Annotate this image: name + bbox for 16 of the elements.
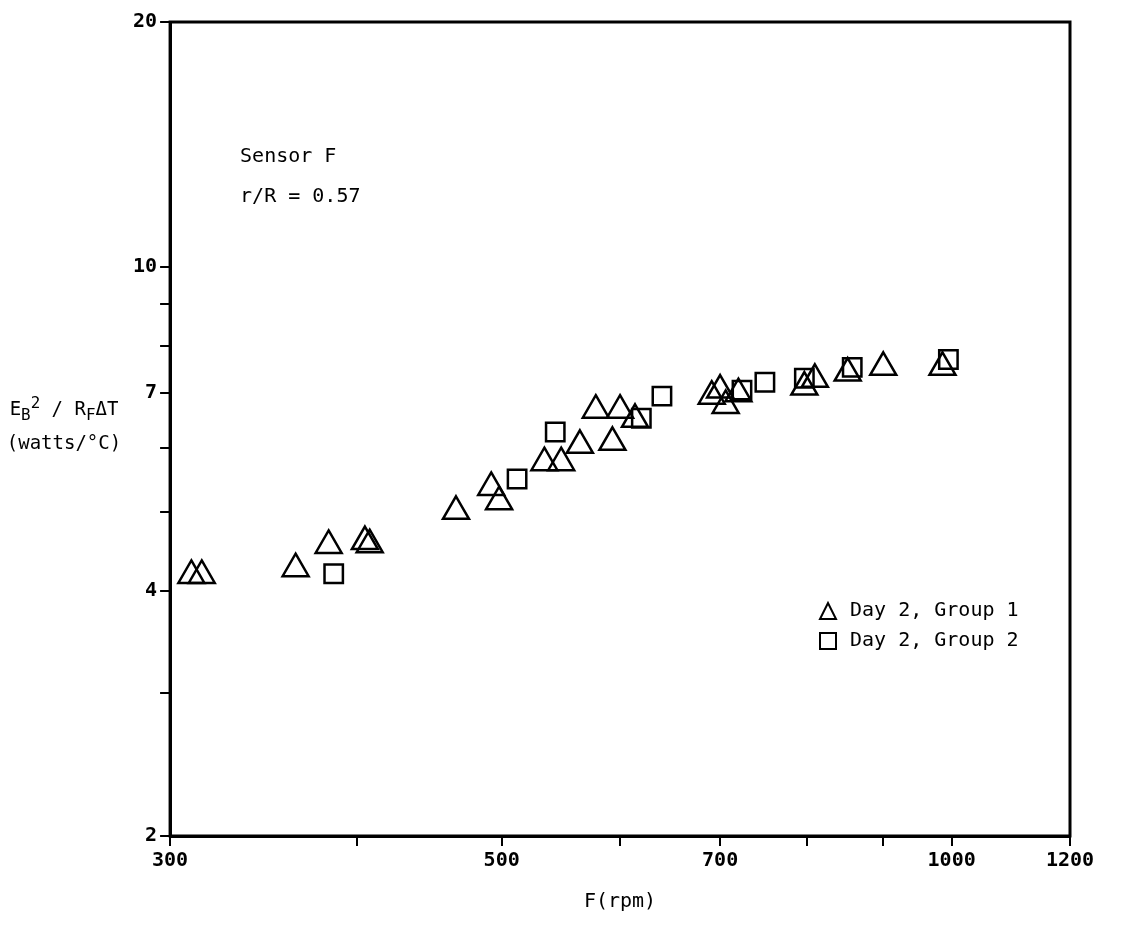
y-tick-label: 20	[132, 8, 158, 33]
y-tick-label: 4	[145, 577, 158, 602]
y-tick-label: 2	[145, 822, 158, 847]
x-tick-label: 500	[483, 847, 520, 872]
x-tick-label: 700	[702, 847, 739, 872]
x-tick-label: 1000	[927, 847, 976, 872]
annotation: Sensor F	[240, 143, 337, 168]
x-axis-title: F(rpm)	[583, 888, 657, 913]
x-tick-label: 300	[152, 847, 189, 872]
legend-label: Day 2, Group 1	[850, 597, 1019, 622]
x-tick-label: 1200	[1045, 847, 1095, 872]
annotation: r/R = 0.57	[240, 183, 361, 208]
y-axis-title: E$_{B}$$^{2}$ / R$_{F}$ΔT (watts/°C)	[5, 392, 123, 456]
legend-label: Day 2, Group 2	[850, 627, 1019, 652]
y-tick-label: 10	[132, 253, 158, 278]
y-tick-label: 7	[145, 379, 158, 404]
